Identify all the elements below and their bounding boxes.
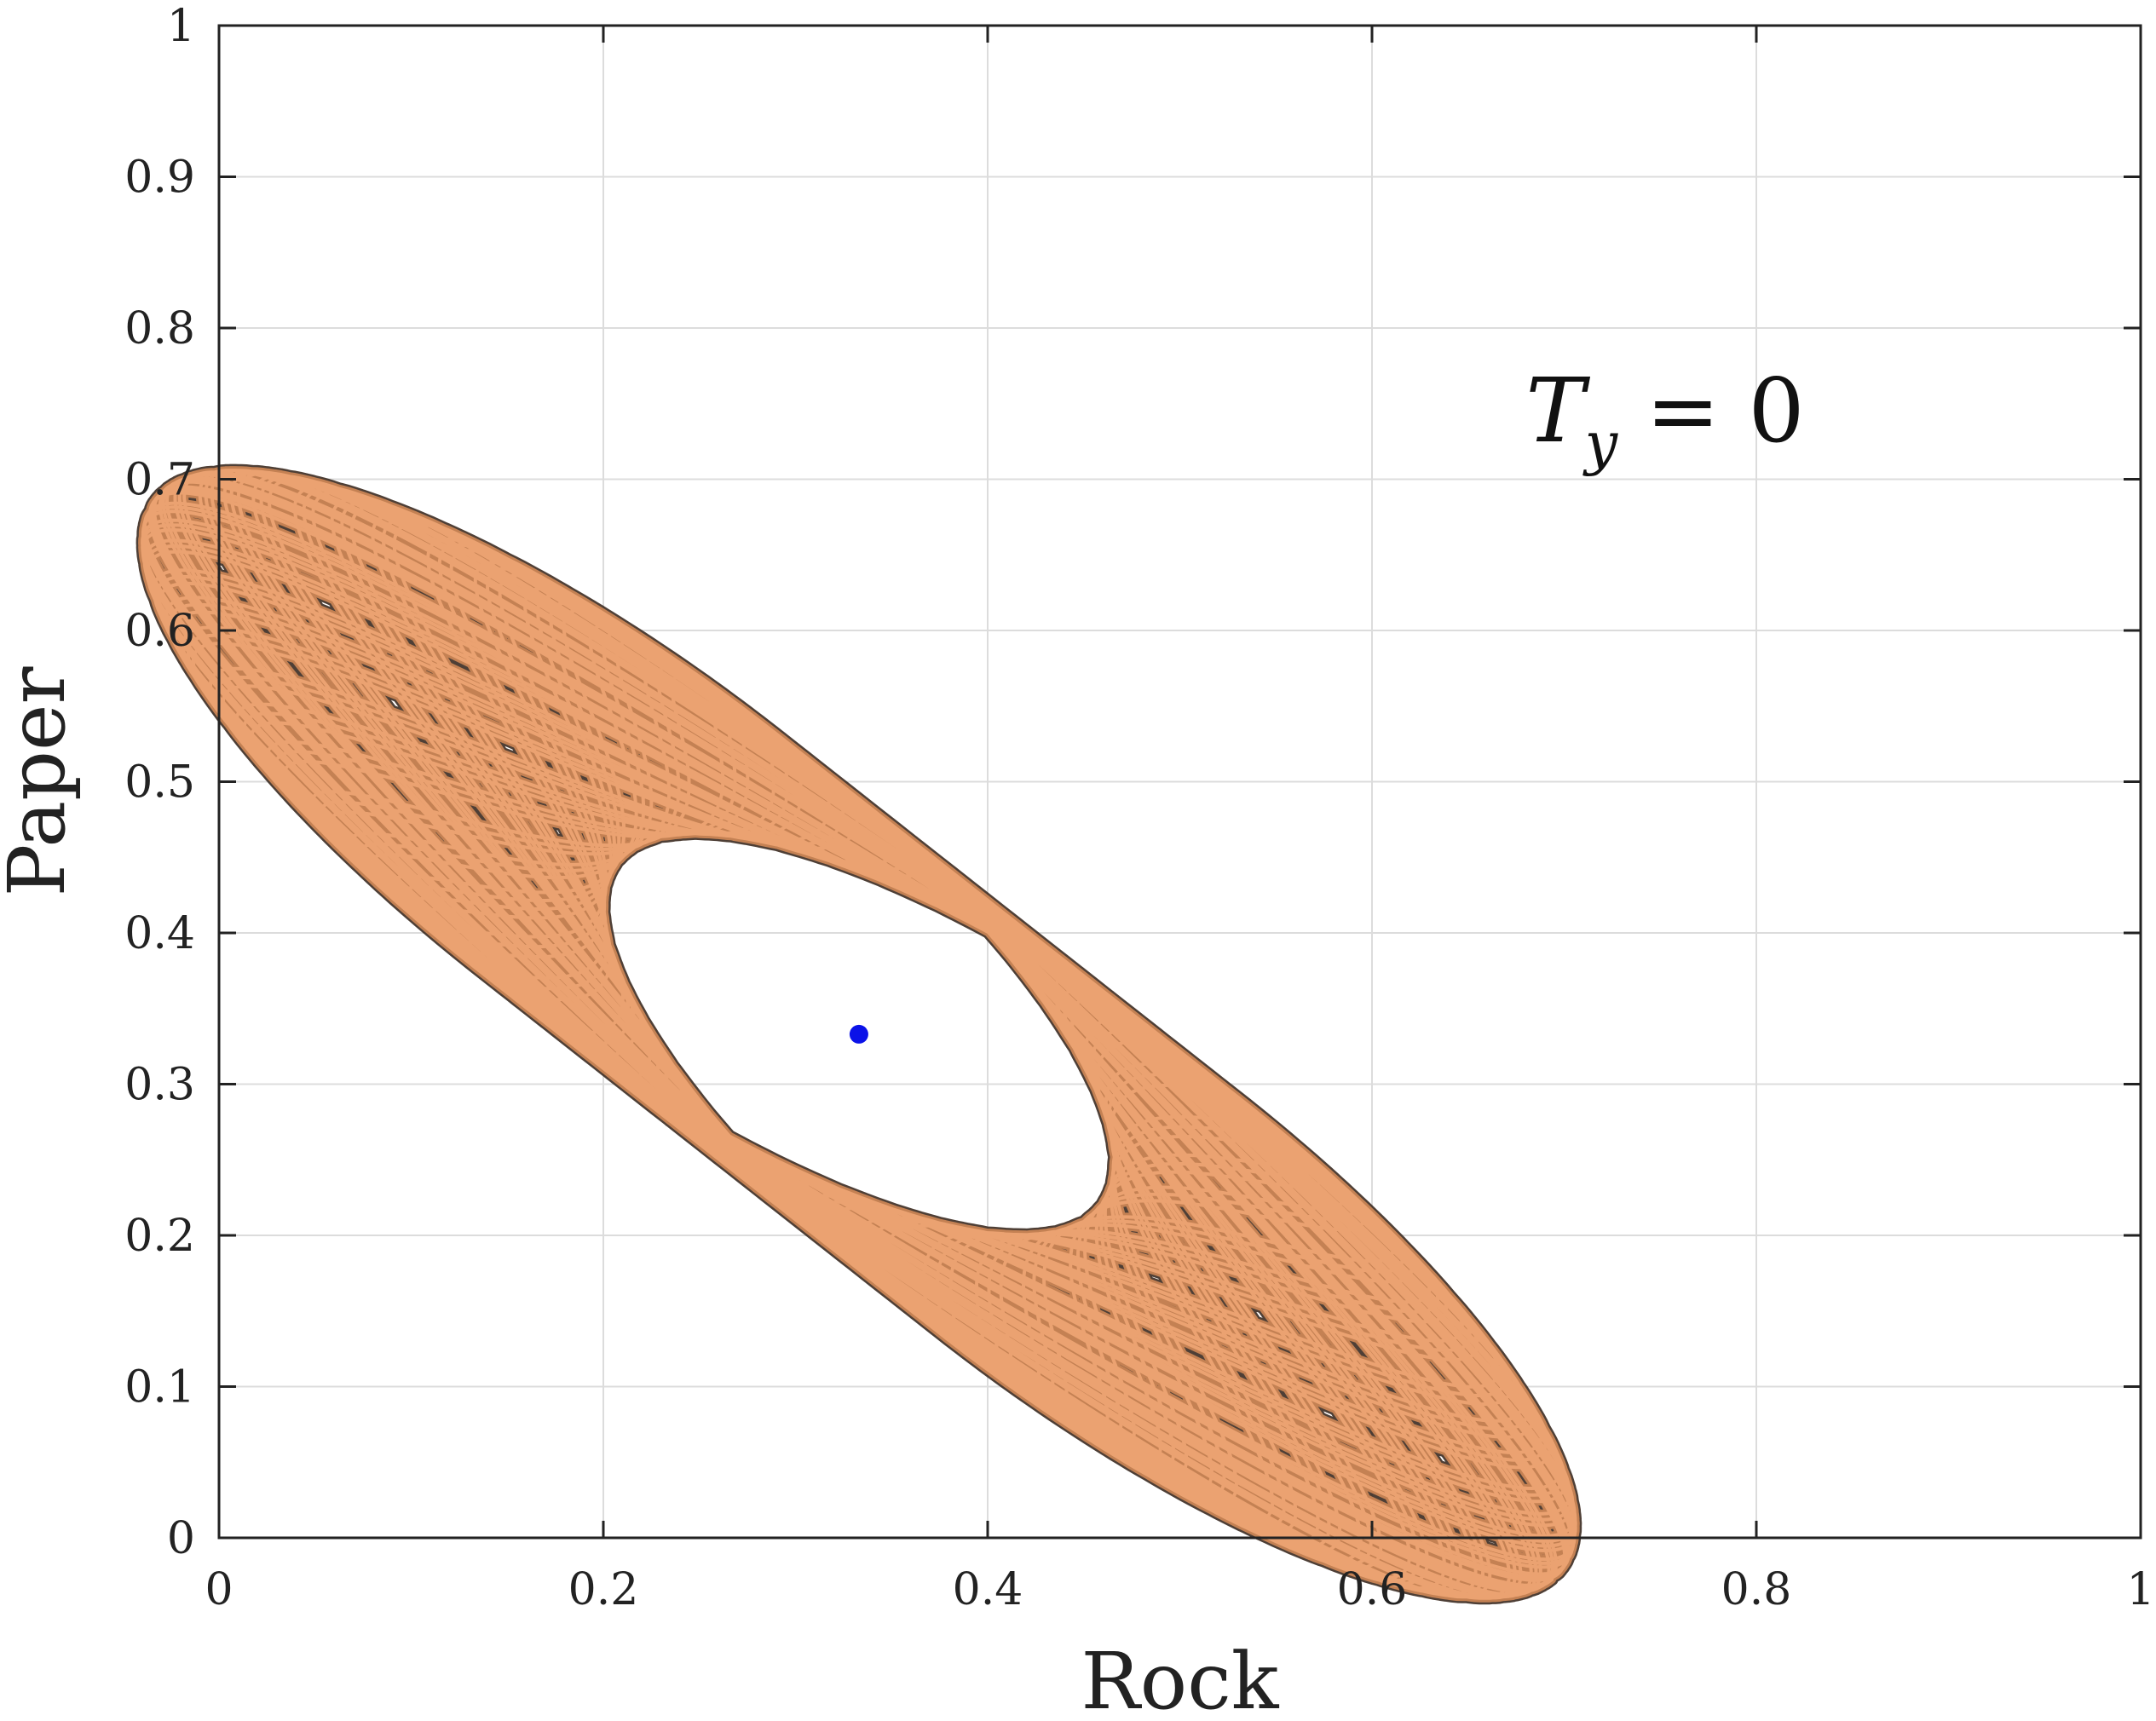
y-tick-label: 0.8 bbox=[124, 303, 195, 354]
y-tick-label: 0.3 bbox=[124, 1060, 195, 1111]
axes bbox=[217, 24, 2142, 1540]
plot-area bbox=[135, 463, 1582, 1605]
x-tick-label: 0 bbox=[205, 1564, 233, 1615]
fixed-point-marker bbox=[849, 1024, 868, 1044]
y-tick-label: 0 bbox=[167, 1513, 195, 1564]
y-tick-label: 0.4 bbox=[124, 908, 195, 959]
y-tick-label: 0.5 bbox=[124, 757, 195, 809]
trajectory-highlight bbox=[141, 469, 1577, 1600]
annotation-base: T bbox=[1525, 359, 1590, 463]
y-tick-label: 0.1 bbox=[124, 1362, 195, 1413]
y-tick-labels: 0 0.1 0.2 0.3 0.4 0.5 0.6 0.7 0.8 0.9 1 bbox=[124, 1, 195, 1564]
y-axis-title: Paper bbox=[0, 667, 83, 897]
y-tick-label: 0.6 bbox=[124, 606, 195, 657]
annotation-rest: = 0 bbox=[1617, 359, 1804, 463]
x-tick-label: 0.2 bbox=[568, 1564, 639, 1615]
x-axis-title: Rock bbox=[1081, 1636, 1280, 1721]
x-tick-label: 0.4 bbox=[953, 1564, 1023, 1615]
y-tick-label: 0.9 bbox=[124, 153, 195, 204]
x-tick-label: 0.6 bbox=[1337, 1564, 1408, 1615]
x-tick-labels: 0 0.2 0.4 0.6 0.8 1 bbox=[205, 1564, 2154, 1615]
x-tick-label: 0.8 bbox=[1721, 1564, 1792, 1615]
x-tick-label: 1 bbox=[2126, 1564, 2154, 1615]
y-tick-label: 0.7 bbox=[124, 455, 195, 506]
annotation-subscript: y bbox=[1582, 411, 1619, 478]
y-tick-label: 0.2 bbox=[124, 1211, 195, 1262]
annotation-label: Ty = 0 bbox=[1525, 359, 1804, 478]
y-tick-label: 1 bbox=[167, 1, 195, 52]
